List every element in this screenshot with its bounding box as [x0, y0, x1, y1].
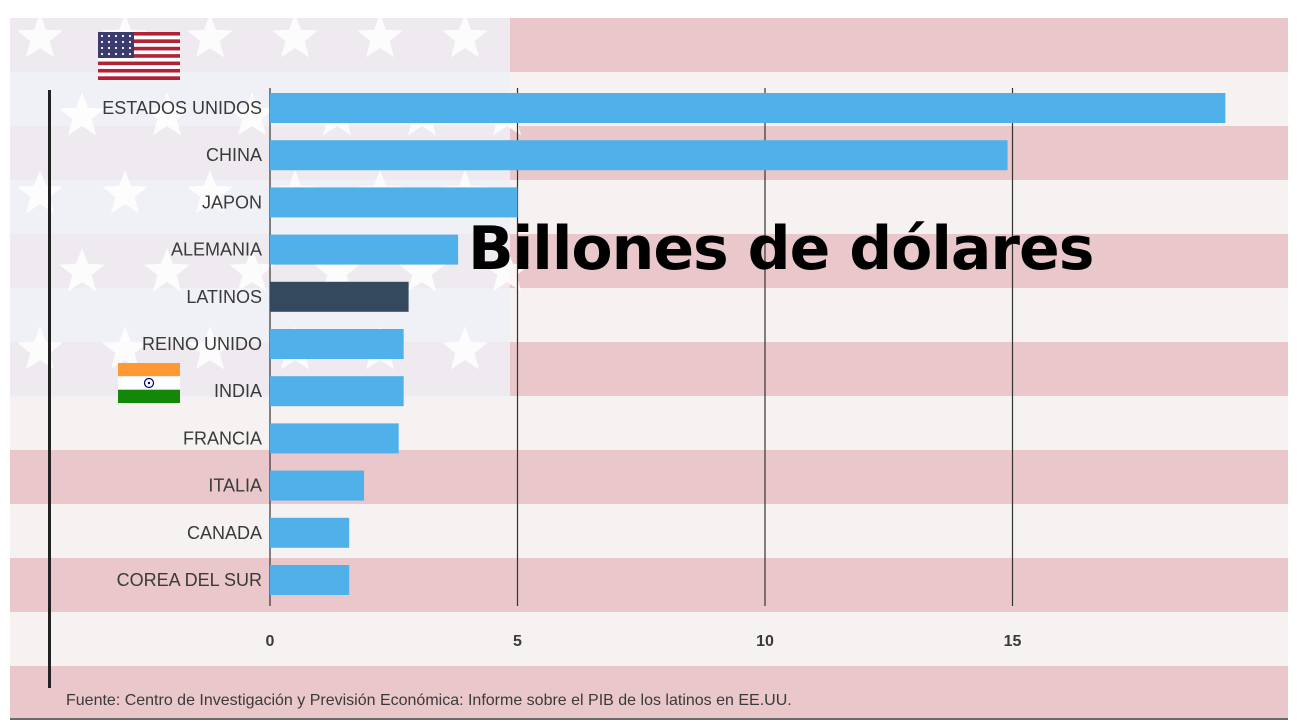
x-tick-label: 10: [756, 633, 774, 650]
chart-title: Billones de dólares: [468, 214, 1094, 284]
background-star: [314, 248, 360, 292]
category-labels: ESTADOS UNIDOS CHINA JAPON ALEMANIA LATINOS R…: [102, 98, 262, 590]
background-star: [17, 326, 63, 370]
category-label: COREA DEL SUR: [117, 570, 262, 590]
india-flag-icon: [118, 363, 180, 403]
bar: [270, 93, 1226, 123]
bar: [270, 140, 1008, 171]
category-label: ESTADOS UNIDOS: [102, 98, 262, 118]
background-star: [484, 248, 530, 292]
category-label: REINO UNIDO: [142, 334, 262, 354]
background-star: [357, 18, 403, 58]
background-star: [229, 248, 275, 292]
background-star: [187, 170, 233, 214]
bar-chart: ESTADOS UNIDOS CHINA JAPON ALEMANIA LATINOS R…: [102, 88, 1226, 650]
bars: [270, 93, 1226, 595]
category-label: FRANCIA: [183, 428, 262, 448]
x-tick-label: 5: [513, 633, 522, 650]
category-label: INDIA: [214, 381, 262, 401]
bar: [270, 517, 350, 548]
background-star: [59, 92, 105, 136]
category-label: CHINA: [206, 145, 262, 165]
background-star: [17, 18, 63, 58]
background-star: [399, 248, 445, 292]
background-star: [102, 326, 148, 370]
background-star: [17, 170, 63, 214]
bar: [270, 565, 350, 595]
background-star: [272, 18, 318, 58]
category-label: CANADA: [187, 523, 262, 543]
chart-frame: ESTADOS UNIDOS CHINA JAPON ALEMANIA LATINOS R…: [10, 18, 1288, 720]
background-stripe: [10, 558, 1288, 612]
x-tick-label: 15: [1004, 633, 1022, 650]
bar: [270, 423, 399, 454]
bar: [270, 234, 459, 265]
bottom-strip: [10, 718, 1288, 720]
category-label: ALEMANIA: [171, 240, 262, 260]
category-label: LATINOS: [186, 287, 262, 307]
category-label: JAPON: [202, 192, 262, 212]
background-star: [102, 170, 148, 214]
background-star: [187, 326, 233, 370]
source-note: Fuente: Centro de Investigación y Previs…: [66, 692, 792, 709]
us-flag-background: [10, 18, 1288, 720]
background-star: [187, 18, 233, 58]
background-star: [144, 92, 190, 136]
background-star: [59, 248, 105, 292]
bar: [270, 281, 409, 312]
bar: [270, 376, 404, 407]
x-tick-label: 0: [266, 633, 275, 650]
usa-flag-icon: [98, 32, 180, 80]
background-star: [144, 248, 190, 292]
background-star: [442, 326, 488, 370]
background-star: [229, 92, 275, 136]
x-tick-labels: 0 5 10 15: [266, 633, 1022, 650]
left-accent-bar: [48, 90, 51, 688]
background-stripe: [10, 666, 1288, 720]
category-label: ITALIA: [208, 476, 262, 496]
bar: [270, 470, 365, 501]
bar: [270, 329, 404, 359]
bar: [270, 187, 518, 218]
background-star: [442, 18, 488, 58]
background-stripe: [10, 450, 1288, 504]
